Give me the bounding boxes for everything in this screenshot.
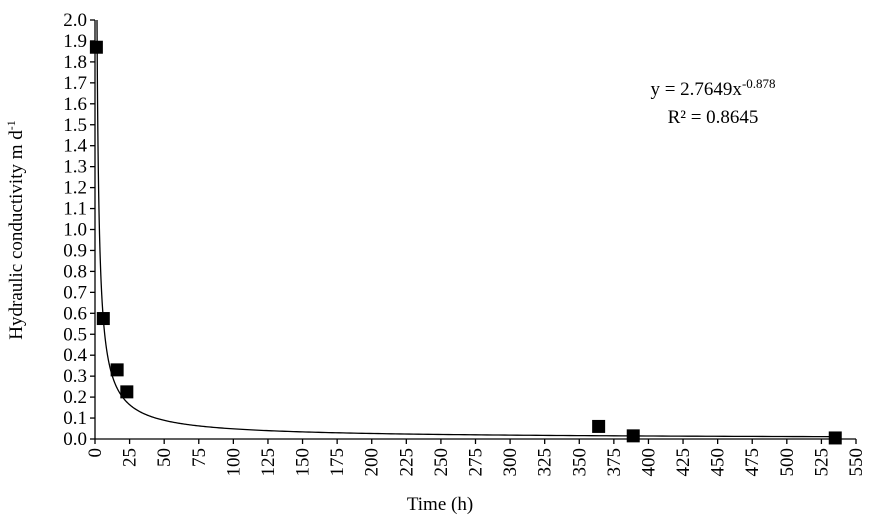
y-tick-label: 0.5 (63, 324, 87, 345)
data-point (120, 385, 134, 399)
data-point (96, 312, 110, 326)
y-tick-label: 0.7 (63, 282, 87, 303)
x-tick-label: 350 (569, 448, 590, 477)
x-tick-label: 225 (396, 448, 417, 477)
y-tick-label: 1.1 (63, 199, 87, 220)
x-tick-label: 300 (500, 448, 521, 477)
y-axis-title: Hydraulic conductivity m d-1 (4, 120, 27, 339)
y-tick-label: 1.5 (63, 115, 87, 136)
y-tick-label: 1.4 (63, 136, 87, 157)
y-axis-title-text: Hydraulic conductivity m d (6, 130, 27, 340)
x-tick-label: 175 (327, 448, 348, 477)
data-point (626, 429, 640, 443)
equation-exponent: -0.878 (742, 76, 776, 91)
data-point (110, 363, 124, 377)
y-tick-label: 1.9 (63, 31, 87, 52)
y-tick-label: 0.4 (63, 345, 87, 366)
y-tick-label: 0.6 (63, 303, 87, 324)
y-axis-title-sup: -1 (4, 120, 18, 130)
trendline (96, 19, 836, 438)
x-tick-label: 450 (708, 448, 729, 477)
data-point (89, 40, 103, 54)
y-tick-label: 1.0 (63, 220, 87, 241)
x-tick-label: 200 (362, 448, 383, 477)
x-tick-label: 375 (604, 448, 625, 477)
data-point (592, 419, 606, 433)
x-axis-title: Time (h) (407, 494, 473, 515)
x-tick-label: 125 (258, 448, 279, 477)
x-tick-label: 150 (293, 448, 314, 477)
x-tick-label: 50 (154, 448, 175, 467)
y-tick-label: 0.3 (63, 366, 87, 387)
x-tick-label: 400 (638, 448, 659, 477)
x-tick-label: 550 (846, 448, 867, 477)
x-tick-label: 325 (535, 448, 556, 477)
equation-text: y = 2.7649x (650, 79, 742, 100)
data-point (828, 431, 842, 445)
x-tick-label: 475 (742, 448, 763, 477)
x-tick-label: 100 (223, 448, 244, 477)
x-tick-label: 500 (777, 448, 798, 477)
x-tick-label: 75 (189, 448, 210, 467)
y-tick-label: 0.1 (63, 408, 87, 429)
y-tick-label: 1.2 (63, 178, 87, 199)
y-tick-label: 1.8 (63, 52, 87, 73)
r-squared: R² = 0.8645 (668, 107, 759, 128)
x-tick-label: 425 (673, 448, 694, 477)
y-tick-label: 0.9 (63, 240, 87, 261)
x-tick-label: 0 (85, 448, 106, 458)
equation: y = 2.7649x-0.878 (650, 76, 775, 100)
x-tick-label: 25 (120, 448, 141, 467)
y-tick-label: 0.8 (63, 261, 87, 282)
y-tick-label: 2.0 (63, 10, 87, 31)
y-tick-label: 1.6 (63, 94, 87, 115)
y-tick-label: 0.0 (63, 429, 87, 450)
x-tick-label: 250 (431, 448, 452, 477)
y-tick-label: 1.3 (63, 157, 87, 178)
y-tick-label: 1.7 (63, 73, 87, 94)
x-tick-label: 525 (811, 448, 832, 477)
y-tick-label: 0.2 (63, 387, 87, 408)
x-tick-label: 275 (466, 448, 487, 477)
